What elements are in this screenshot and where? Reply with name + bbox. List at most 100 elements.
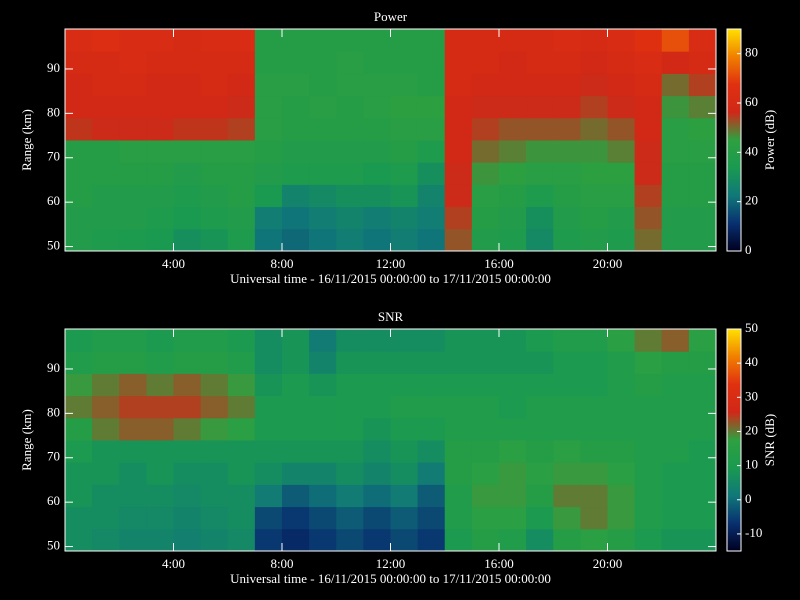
heatmap-cell <box>553 462 581 485</box>
heatmap-cell <box>417 51 446 74</box>
heatmap-cell <box>607 506 636 530</box>
heatmap-cell <box>65 184 93 208</box>
heatmap-cell <box>471 73 500 97</box>
heatmap-cell <box>390 184 419 208</box>
heatmap-cell <box>65 206 93 230</box>
heatmap-cell <box>254 462 283 485</box>
heatmap-cell <box>661 395 690 419</box>
heatmap-cell <box>65 506 93 530</box>
heatmap-cell <box>200 73 229 97</box>
heatmap-cell <box>146 140 174 163</box>
heatmap-cell <box>200 184 229 208</box>
heatmap-cell <box>607 29 636 52</box>
heatmap-cell <box>634 462 663 485</box>
heatmap-cell <box>363 462 391 485</box>
heatmap-cell <box>173 73 202 97</box>
heatmap-cell <box>173 373 202 397</box>
heatmap-cell <box>607 51 636 74</box>
heatmap-cell <box>282 373 310 397</box>
heatmap-cell <box>119 95 147 119</box>
heatmap-cell <box>580 417 608 441</box>
heatmap-cell <box>688 95 716 119</box>
heatmap-cell <box>282 528 310 551</box>
heatmap-cell <box>146 184 174 208</box>
heatmap-cell <box>607 417 636 441</box>
heatmap-cell <box>688 184 716 208</box>
heatmap-cell <box>580 184 608 208</box>
heatmap-cell <box>65 51 93 74</box>
heatmap-cell <box>309 329 337 352</box>
heatmap-cell <box>526 117 554 141</box>
heatmap-cell <box>336 440 364 463</box>
heatmap-cell <box>526 462 554 485</box>
heatmap-cell <box>282 95 310 119</box>
heatmap-cell <box>119 395 147 419</box>
heatmap-cell <box>65 140 93 163</box>
heatmap-cell <box>444 484 473 508</box>
heatmap <box>65 329 716 551</box>
y-tick-label: 50 <box>47 238 60 253</box>
heatmap-cell <box>444 417 473 441</box>
heatmap-cell <box>390 351 419 374</box>
heatmap-cell <box>580 228 608 251</box>
heatmap-cell <box>471 140 500 163</box>
heatmap-cell <box>363 528 391 551</box>
heatmap-cell <box>282 162 310 185</box>
heatmap-cell <box>526 417 554 441</box>
heatmap-cell <box>607 184 636 208</box>
heatmap-cell <box>417 395 446 419</box>
heatmap-cell <box>65 351 93 374</box>
heatmap-cell <box>65 228 93 251</box>
heatmap-cell <box>471 95 500 119</box>
heatmap-cell <box>553 206 581 230</box>
heatmap-cell <box>688 440 716 463</box>
heatmap-cell <box>553 140 581 163</box>
heatmap-cell <box>200 51 229 74</box>
heatmap-cell <box>363 484 391 508</box>
heatmap-cell <box>254 140 283 163</box>
heatmap-cell <box>336 73 364 97</box>
heatmap-cell <box>200 329 229 352</box>
heatmap-cell <box>661 206 690 230</box>
heatmap-cell <box>390 51 419 74</box>
heatmap-cell <box>661 351 690 374</box>
heatmap-cell <box>254 528 283 551</box>
heatmap-cell <box>607 351 636 374</box>
heatmap-cell <box>607 117 636 141</box>
heatmap-cell <box>553 29 581 52</box>
heatmap-cell <box>254 184 283 208</box>
heatmap-cell <box>254 73 283 97</box>
heatmap-cell <box>309 528 337 551</box>
heatmap-cell <box>119 184 147 208</box>
heatmap-cell <box>92 140 120 163</box>
heatmap-cell <box>688 462 716 485</box>
heatmap-cell <box>471 506 500 530</box>
heatmap-cell <box>553 329 581 352</box>
heatmap-cell <box>363 29 391 52</box>
x-axis-label: Universal time - 16/11/2015 00:00:00 to … <box>230 571 551 586</box>
heatmap-cell <box>173 440 202 463</box>
heatmap-cell <box>390 484 419 508</box>
heatmap-cell <box>444 73 473 97</box>
heatmap-cell <box>607 462 636 485</box>
heatmap-cell <box>173 417 202 441</box>
heatmap-cell <box>661 140 690 163</box>
heatmap-cell <box>363 351 391 374</box>
heatmap-cell <box>363 506 391 530</box>
heatmap-cell <box>634 184 663 208</box>
heatmap-cell <box>254 351 283 374</box>
heatmap-cell <box>92 329 120 352</box>
heatmap-cell <box>499 140 527 163</box>
heatmap-cell <box>553 51 581 74</box>
heatmap-cell <box>173 206 202 230</box>
heatmap-cell <box>309 29 337 52</box>
heatmap <box>65 29 716 251</box>
heatmap-cell <box>580 117 608 141</box>
y-tick-label: 60 <box>47 193 60 208</box>
x-tick-label: 20:00 <box>593 556 623 571</box>
heatmap-cell <box>92 162 120 185</box>
heatmap-cell <box>580 395 608 419</box>
heatmap-cell <box>119 162 147 185</box>
heatmap-cell <box>200 117 229 141</box>
heatmap-cell <box>336 462 364 485</box>
